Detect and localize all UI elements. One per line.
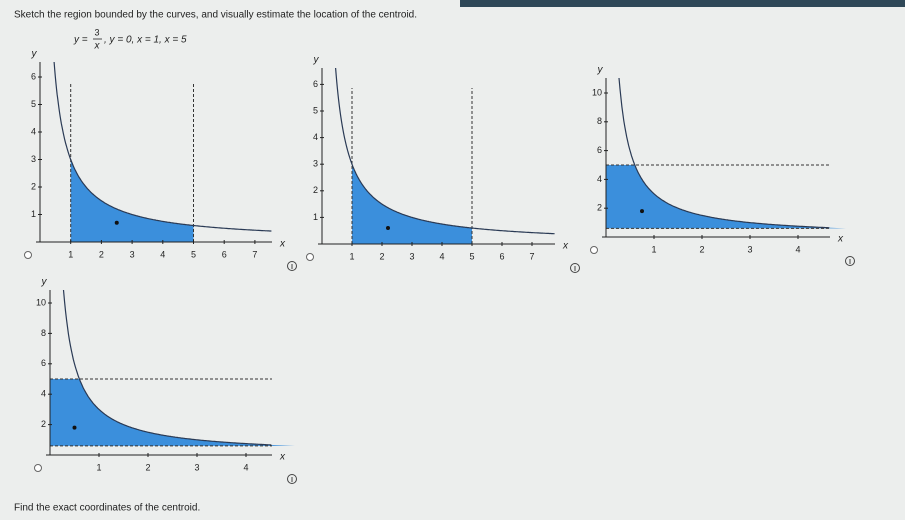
eq-rest: , y = 0, x = 1, x = 5	[104, 35, 187, 46]
x-tick-label: 4	[243, 462, 248, 472]
x-tick-label: 1	[651, 244, 656, 254]
x-tick-label: 4	[439, 251, 444, 261]
radio-button[interactable]	[306, 253, 314, 261]
x-axis-label: x	[279, 452, 286, 463]
y-tick-label: 1	[31, 209, 36, 219]
y-tick-label: 4	[31, 126, 36, 136]
centroid-dot	[386, 226, 390, 231]
y-tick-label: 8	[41, 328, 46, 338]
y-tick-label: 4	[597, 174, 602, 184]
x-tick-label: 2	[379, 251, 384, 261]
region	[352, 164, 472, 244]
info-icon[interactable]	[287, 261, 297, 271]
x-tick-label: 2	[145, 462, 150, 472]
top-bar	[460, 0, 905, 7]
info-icon[interactable]	[287, 474, 297, 484]
y-tick-label: 4	[313, 132, 318, 142]
x-tick-label: 3	[194, 462, 199, 472]
y-tick-label: 3	[313, 159, 318, 169]
x-tick-label: 3	[409, 251, 414, 261]
y-tick-label: 2	[313, 185, 318, 195]
region	[70, 159, 194, 242]
x-axis-label: x	[837, 234, 844, 245]
x-tick-label: 6	[222, 249, 227, 259]
y-tick-label: 2	[31, 181, 36, 191]
x-tick-label: 1	[349, 251, 354, 261]
radio-button[interactable]	[34, 464, 42, 472]
x-tick-label: 3	[130, 249, 135, 259]
curve	[53, 61, 272, 232]
footer: Find the exact coordinates of the centro…	[14, 503, 200, 514]
region	[606, 165, 846, 229]
region	[50, 379, 295, 446]
x-tick-label: 5	[191, 249, 196, 259]
x-axis-label: x	[562, 241, 569, 252]
y-axis-label: y	[41, 277, 48, 288]
y-tick-label: 6	[31, 71, 36, 81]
y-tick-label: 3	[31, 154, 36, 164]
y-tick-label: 4	[41, 389, 46, 399]
radio-button[interactable]	[590, 246, 598, 254]
y-axis-label: y	[597, 65, 604, 76]
y-tick-label: 6	[597, 145, 602, 155]
curve	[618, 77, 830, 229]
x-tick-label: 2	[99, 249, 104, 259]
question: Sketch the region bounded by the curves,…	[14, 10, 417, 21]
x-tick-label: 3	[747, 244, 752, 254]
x-tick-label: 5	[469, 251, 474, 261]
x-tick-label: 7	[252, 249, 257, 259]
y-axis-label: y	[31, 49, 38, 60]
x-axis-label: x	[279, 239, 286, 250]
y-tick-label: 6	[41, 358, 46, 368]
eq-num: 3	[94, 27, 99, 37]
curve	[62, 289, 272, 446]
x-tick-label: 2	[699, 244, 704, 254]
info-icon[interactable]	[845, 256, 855, 266]
x-tick-label: 4	[160, 249, 165, 259]
y-tick-label: 5	[31, 99, 36, 109]
x-tick-label: 6	[499, 251, 504, 261]
x-tick-label: 1	[68, 249, 73, 259]
y-tick-label: 1	[313, 212, 318, 222]
y-tick-label: 10	[36, 297, 46, 307]
y-tick-label: 2	[597, 203, 602, 213]
x-tick-label: 1	[96, 462, 101, 472]
y-tick-label: 2	[41, 419, 46, 429]
y-tick-label: 5	[313, 105, 318, 115]
info-icon[interactable]	[570, 263, 580, 273]
y-tick-label: 6	[313, 79, 318, 89]
curve	[335, 67, 555, 235]
x-tick-label: 7	[529, 251, 534, 261]
eq-den: x	[94, 41, 101, 52]
centroid-dot	[114, 220, 119, 225]
eq-lhs: y =	[73, 35, 88, 46]
x-tick-label: 4	[795, 244, 800, 254]
y-tick-label: 10	[592, 87, 602, 97]
y-tick-label: 8	[597, 116, 602, 126]
centroid-dot	[640, 209, 644, 214]
y-axis-label: y	[313, 55, 320, 66]
centroid-dot	[72, 425, 77, 430]
radio-button[interactable]	[24, 251, 32, 259]
